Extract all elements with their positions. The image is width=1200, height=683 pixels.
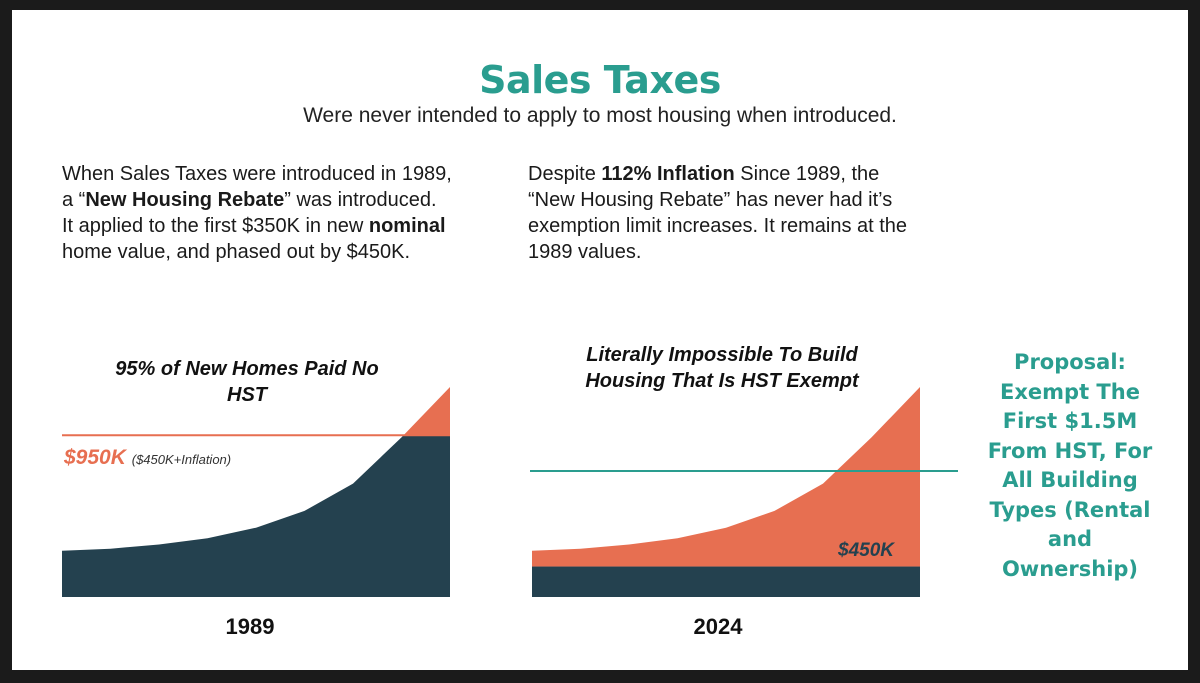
slide: Sales Taxes Were never intended to apply… bbox=[12, 10, 1188, 670]
proposal-line: Types (Rental bbox=[989, 497, 1151, 522]
right-paragraph-bold-1: 112% Inflation bbox=[601, 163, 735, 185]
right-paragraph-text-2: Since 1989, the “New Housing Rebate” has… bbox=[528, 163, 908, 263]
chart-2024 bbox=[530, 387, 958, 597]
chart-1989-caption: 95% of New Homes Paid No HST bbox=[115, 358, 379, 406]
left-paragraph-bold-2: nominal bbox=[368, 215, 446, 237]
chart-2024-below-threshold-area bbox=[532, 566, 920, 597]
right-paragraph-text-1: Despite bbox=[528, 163, 602, 185]
left-paragraph: When Sales Taxes were introduced in 1989… bbox=[62, 161, 452, 265]
proposal-line: From HST, For bbox=[987, 438, 1153, 463]
chart-2024-threshold-label: $450K bbox=[838, 540, 894, 561]
chart-1989-year-label: 1989 bbox=[225, 614, 275, 639]
proposal-line: Exempt The bbox=[1000, 379, 1140, 404]
chart-2024-year-label: 2024 bbox=[693, 614, 743, 639]
chart-1989 bbox=[62, 387, 450, 597]
proposal-line: Proposal: bbox=[1014, 350, 1126, 374]
threshold-note: ($450K+Inflation) bbox=[131, 452, 232, 467]
left-paragraph-bold-1: New Housing Rebate bbox=[85, 189, 285, 211]
proposal-line: First $1.5M bbox=[1002, 409, 1138, 433]
left-paragraph-text-1: When Sales Taxes were introduced in 1989… bbox=[62, 163, 452, 211]
left-paragraph-text-3: home value, and phased out by $450K. bbox=[62, 241, 411, 263]
right-paragraph: Despite 112% Inflation Since 1989, the “… bbox=[528, 161, 908, 265]
charts-canvas bbox=[62, 387, 958, 597]
proposal-callout: Proposal: Exempt The First $1.5M From HS… bbox=[956, 348, 1184, 584]
proposal-line: Ownership) bbox=[1001, 556, 1139, 581]
page-subtitle: Were never intended to apply to most hou… bbox=[303, 104, 897, 127]
proposal-line: All Building bbox=[1002, 468, 1138, 492]
chart-2024-caption: Literally Impossible To Build Housing Th… bbox=[585, 344, 859, 392]
chart-1989-threshold-label: $950K ($450K+Inflation) bbox=[64, 446, 231, 470]
threshold-value: $950K bbox=[64, 446, 126, 469]
page-title: Sales Taxes bbox=[479, 58, 721, 102]
left-paragraph-text-2: ” was introduced. It applied to the firs… bbox=[62, 189, 437, 237]
proposal-line: and bbox=[1047, 527, 1093, 551]
